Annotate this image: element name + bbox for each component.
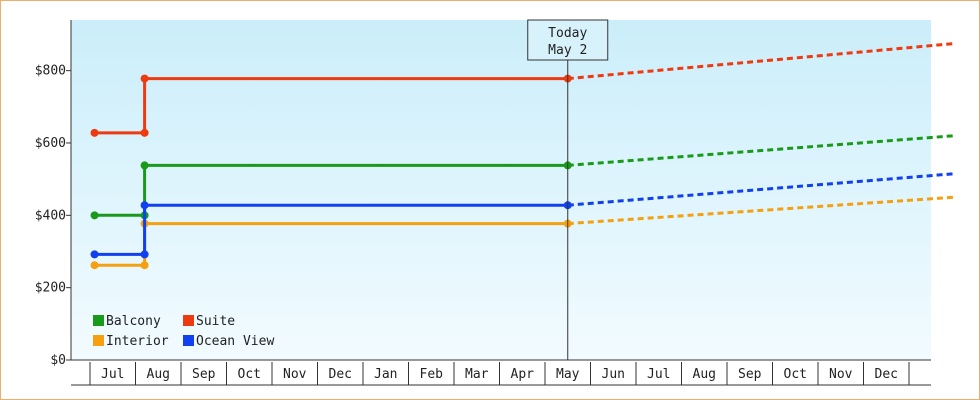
x-tick-label: May (556, 367, 580, 382)
x-tick-label: Nov (283, 367, 307, 382)
y-tick-label: $600 (35, 136, 66, 151)
series-projection-line (567, 195, 955, 226)
today-title: Today (548, 26, 587, 41)
axes-layer: $0 $200 $400 $600 $800 Jul Aug Sep Oct Nov Dec Jan F… (35, 20, 931, 386)
x-tick-label: Jul (101, 367, 124, 382)
x-tick-label: Jan (374, 367, 397, 382)
data-point[interactable] (90, 250, 99, 259)
data-point[interactable] (90, 128, 99, 137)
y-tick-label: $0 (50, 353, 66, 368)
legend-label: Ocean View (196, 334, 274, 349)
today-label-box (527, 19, 609, 61)
x-tick-label: Dec (329, 367, 352, 382)
x-tick-label: Dec (875, 367, 898, 382)
data-point[interactable] (140, 250, 149, 259)
x-tick-label: Feb (420, 367, 444, 382)
legend-label: Balcony (106, 314, 161, 329)
data-point[interactable] (140, 261, 149, 270)
x-tick-label: Oct (238, 367, 261, 382)
y-tick-label: $200 (35, 281, 66, 296)
data-point[interactable] (140, 74, 149, 83)
data-point[interactable] (90, 261, 99, 270)
x-tick-label: Sep (192, 367, 216, 382)
legend: Balcony Suite Interior Ocean View (93, 314, 274, 349)
x-tick-label: Jul (647, 367, 670, 382)
series-history-line (94, 203, 568, 256)
data-point[interactable] (140, 161, 149, 170)
x-tick-label: Aug (693, 367, 716, 382)
legend-swatch (93, 335, 104, 346)
series-ocean-view (90, 172, 955, 259)
series-projection-line (567, 172, 955, 207)
x-tick-label: Oct (784, 367, 807, 382)
x-tick-label: Mar (465, 367, 489, 382)
legend-label: Interior (106, 334, 169, 349)
legend-label: Suite (196, 314, 235, 329)
y-tick-label: $400 (35, 208, 66, 223)
series-projection-line (567, 134, 955, 167)
today-date: May 2 (548, 43, 587, 58)
y-tick-label: $800 (35, 64, 66, 79)
legend-swatch (183, 315, 194, 326)
x-tick-label: Jun (602, 367, 625, 382)
x-tick-label: Sep (738, 367, 762, 382)
plot-area (71, 20, 931, 360)
series-layer (90, 42, 955, 270)
data-point[interactable] (90, 211, 99, 220)
legend-swatch (183, 335, 194, 346)
series-suite (90, 42, 955, 137)
data-point[interactable] (140, 201, 149, 210)
x-tick-label: Apr (511, 367, 535, 382)
data-point[interactable] (140, 128, 149, 137)
series-history-line (94, 163, 568, 217)
x-tick-label: Aug (147, 367, 170, 382)
x-tick-label: Nov (829, 367, 853, 382)
legend-swatch (93, 315, 104, 326)
series-balcony (90, 134, 955, 220)
today-marker: Today May 2 (527, 19, 609, 360)
series-history-line (94, 77, 568, 135)
series-projection-line (567, 42, 955, 81)
